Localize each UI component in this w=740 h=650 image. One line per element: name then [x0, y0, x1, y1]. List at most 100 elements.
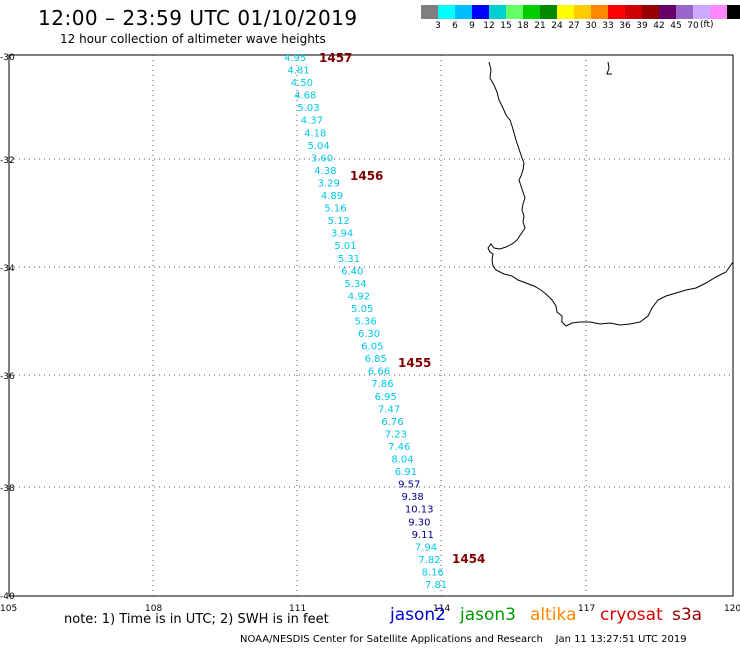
swh-value: 4.38 [314, 166, 336, 177]
legend-label: 27 [568, 21, 580, 31]
legend-label: 6 [452, 21, 458, 31]
swh-value: 6.85 [365, 354, 387, 365]
satellite-s3a: s3a [672, 605, 703, 625]
pass-label: 1456 [350, 169, 383, 183]
swh-value: 4.92 [348, 291, 370, 302]
lon-label: 120 [724, 604, 740, 614]
swh-value: 5.05 [351, 304, 373, 315]
swh-value: 4.81 [287, 66, 309, 77]
lon-label: 108 [145, 604, 162, 614]
footer-credit: NOAA/NESDIS Center for Satellite Applica… [240, 634, 687, 645]
legend-swatch [591, 5, 608, 19]
swh-value: 6.30 [358, 329, 380, 340]
legend-label: 21 [534, 21, 546, 31]
swh-value: 5.04 [308, 141, 330, 152]
legend-swatch [438, 5, 455, 19]
legend-label: 24 [551, 21, 563, 31]
lat-label: -30 [0, 53, 15, 63]
pass-label: 1457 [319, 51, 352, 65]
swh-value: 9.38 [402, 492, 424, 503]
legend-label: 33 [602, 21, 614, 31]
swh-value: 4.50 [291, 78, 313, 89]
swh-value: 5.12 [328, 216, 350, 227]
swh-value: 5.31 [338, 254, 360, 265]
legend-label: 30 [585, 21, 597, 31]
lat-label: -38 [0, 484, 15, 494]
legend-swatch [625, 5, 642, 19]
swh-value: 4.37 [301, 116, 323, 127]
swh-value: 9.57 [398, 480, 420, 491]
longitude-labels: 105 108 111 114 117 120 [0, 604, 740, 614]
latitude-labels: -30 -32 -34 -36 -38 -40 [0, 53, 15, 602]
swh-value: 9.30 [408, 517, 430, 528]
legend-swatch [676, 5, 693, 19]
swh-value: 7.86 [371, 379, 393, 390]
legend-label: 39 [636, 21, 648, 31]
pass-label: 1455 [398, 356, 431, 370]
swh-value: 5.01 [334, 241, 356, 252]
satellite-cryosat: cryosat [600, 605, 663, 625]
lat-label: -36 [0, 372, 15, 382]
swh-value: 5.36 [355, 317, 377, 328]
legend-swatch [557, 5, 574, 19]
lat-label: -40 [0, 592, 15, 602]
swh-value: 7.82 [418, 555, 440, 566]
note-text: note: 1) Time is in UTC; 2) SWH is in fe… [64, 612, 329, 627]
swh-value: 4.18 [304, 128, 326, 139]
swh-value: 4.68 [294, 91, 316, 102]
swh-value: 5.16 [324, 204, 346, 215]
legend-label: 70 [687, 21, 699, 31]
swh-value: 7.94 [415, 542, 437, 553]
swh-value: 7.46 [388, 442, 410, 453]
coastline-inlet [606, 61, 612, 75]
coastline [487, 61, 734, 327]
legend-swatch [540, 5, 557, 19]
swh-value: 6.66 [368, 367, 390, 378]
legend-swatch [455, 5, 472, 19]
swh-value: 7.47 [378, 404, 400, 415]
legend-labels: 3 6 9 12 15 18 21 24 27 30 33 36 39 42 45 70 [421, 19, 740, 33]
lon-label: 105 [0, 604, 17, 614]
swh-value: 8.16 [422, 568, 444, 579]
swh-value: 3.60 [311, 153, 333, 164]
lon-label: 117 [578, 604, 595, 614]
swh-value: 10.13 [405, 505, 434, 516]
color-legend: 3 6 9 12 15 18 21 24 27 30 33 36 39 42 45 70 [421, 5, 740, 33]
lon-label: 114 [433, 604, 450, 614]
legend-label: 42 [653, 21, 665, 31]
lat-label: -32 [0, 156, 15, 166]
legend-swatch [642, 5, 659, 19]
altimeter-track: 4.95 4.814.50 4.685.03 4.374.18 5.043.60 4.38… [284, 53, 447, 591]
map-frame [8, 54, 734, 597]
pass-label: 1454 [452, 552, 485, 566]
map-subtitle: 12 hour collection of altimeter wave hei… [60, 32, 326, 46]
swh-value: 4.95 [284, 53, 306, 64]
legend-swatch [710, 5, 727, 19]
swh-value: 9.11 [412, 530, 434, 541]
legend-swatch [659, 5, 676, 19]
lat-label: -34 [0, 264, 15, 274]
swh-value: 7.23 [385, 429, 407, 440]
swh-value: 3.29 [318, 179, 340, 190]
legend-swatch [421, 5, 438, 19]
legend-label: 12 [483, 21, 495, 31]
legend-swatches [421, 5, 740, 19]
swh-value: 6.91 [395, 467, 417, 478]
legend-swatch [489, 5, 506, 19]
swh-value: 5.03 [297, 103, 319, 114]
swh-value: 6.76 [381, 417, 403, 428]
swh-value: 6.05 [361, 342, 383, 353]
swh-value: 3.94 [331, 229, 353, 240]
legend-swatch [608, 5, 625, 19]
swh-value: 8.04 [391, 455, 413, 466]
legend-swatch [506, 5, 523, 19]
swh-value: 5.34 [344, 279, 366, 290]
legend-label: 3 [435, 21, 441, 31]
swh-value: 6.40 [341, 266, 363, 277]
legend-swatch [693, 5, 710, 19]
legend-swatch [523, 5, 540, 19]
legend-swatch [574, 5, 591, 19]
satellite-altika: altika [530, 605, 577, 625]
legend-label: 18 [517, 21, 529, 31]
